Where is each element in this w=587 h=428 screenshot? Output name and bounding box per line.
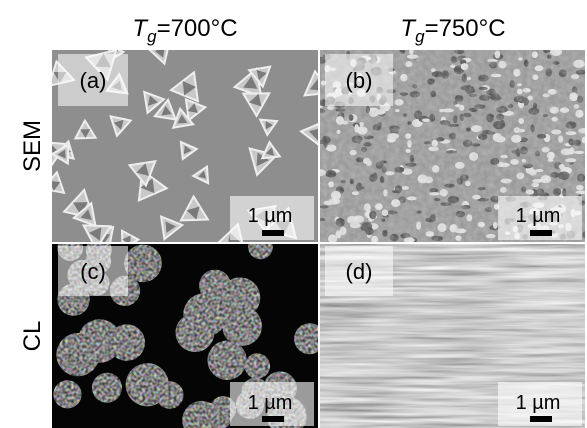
panel-label: (c) xyxy=(80,259,106,284)
row-label: CL xyxy=(19,321,46,352)
temperature: =700°C xyxy=(157,15,238,42)
spot xyxy=(53,380,81,408)
scale-label: 1 µm xyxy=(516,205,561,227)
scale-bar xyxy=(530,416,552,422)
scale-bar xyxy=(262,416,284,422)
panel-label: (a) xyxy=(80,68,107,93)
spot xyxy=(126,363,169,406)
panel-label: (d) xyxy=(346,259,373,284)
spot xyxy=(199,270,231,302)
spot xyxy=(245,353,271,379)
scale-label: 1 µm xyxy=(516,392,561,414)
scale-bar xyxy=(262,230,284,236)
spot xyxy=(56,333,99,376)
column-header: Tg=700°C xyxy=(132,15,237,46)
spot xyxy=(207,341,246,380)
scale-bar xyxy=(530,230,552,236)
row-label: SEM xyxy=(19,120,46,172)
spot xyxy=(92,373,122,403)
spot xyxy=(108,324,145,361)
panel-label: (b) xyxy=(346,68,373,93)
spot xyxy=(124,245,162,283)
figure: Tg=700°C Tg=750°C SEM CL (a) (b) (c) (d)… xyxy=(0,0,587,428)
scale-label: 1 µm xyxy=(248,392,293,414)
spot xyxy=(175,313,214,352)
column-header: Tg=750°C xyxy=(400,15,505,46)
scale-label: 1 µm xyxy=(248,205,293,227)
temperature: =750°C xyxy=(425,15,506,42)
